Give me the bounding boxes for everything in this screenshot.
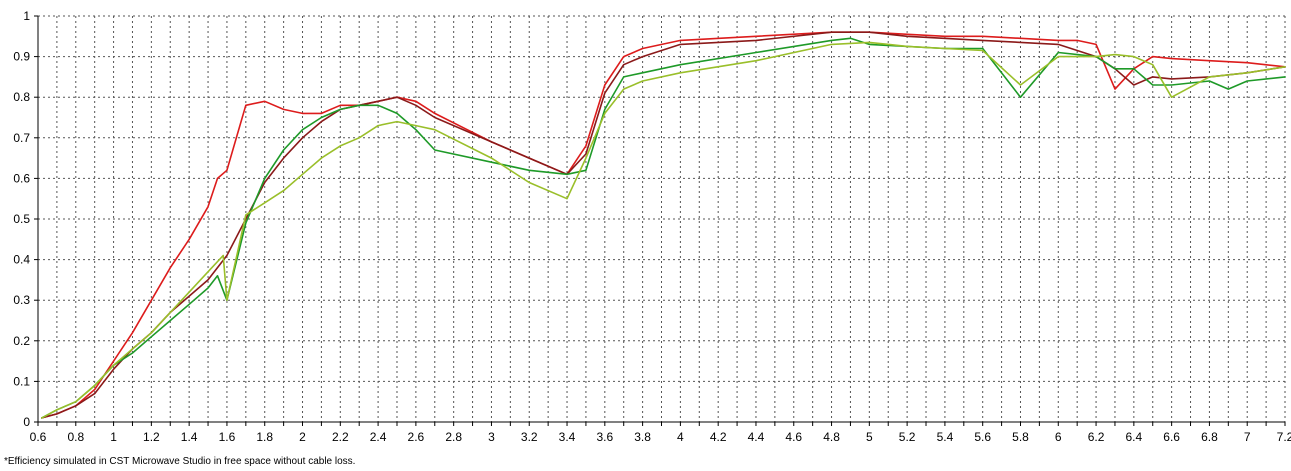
y-tick-label: 0.3 (13, 293, 30, 307)
x-tick-label: 0.6 (30, 430, 47, 444)
x-tick-label: 4.4 (748, 430, 765, 444)
y-tick-label: 0.8 (13, 90, 30, 104)
y-tick-label: 0.2 (13, 334, 30, 348)
x-tick-label: 6.4 (1126, 430, 1143, 444)
x-tick-label: 3.8 (634, 430, 651, 444)
x-tick-label: 1.8 (256, 430, 273, 444)
y-tick-label: 1 (23, 9, 30, 23)
x-tick-label: 4.6 (785, 430, 802, 444)
y-tick-label: 0 (23, 415, 30, 429)
y-axis-tick-labels: 0 0.1 0.2 0.3 0.4 0.5 0.6 0.7 0.8 0.9 1 (13, 9, 30, 429)
x-tick-label: 5.4 (937, 430, 954, 444)
chart-axes (34, 15, 1286, 426)
y-tick-label: 0.4 (13, 253, 30, 267)
x-tick-label: 6.8 (1201, 430, 1218, 444)
y-tick-label: 0.6 (13, 171, 30, 185)
x-tick-label: 2.2 (332, 430, 349, 444)
x-tick-label: 2.8 (445, 430, 462, 444)
x-axis-tick-labels: 0.6 0.8 1 1.2 1.4 1.6 1.8 2 2.2 2.4 2.6 2.8 3 3.2 3.4 3… (30, 430, 1291, 444)
x-tick-label: 5.6 (974, 430, 991, 444)
x-tick-label: 7.2 (1277, 430, 1291, 444)
x-tick-label: 3.4 (559, 430, 576, 444)
series-line-3 (41, 37, 1286, 419)
x-tick-label: 3.6 (596, 430, 613, 444)
series-line-1 (41, 31, 1286, 419)
x-tick-label: 4 (677, 430, 684, 444)
x-tick-label: 5 (866, 430, 873, 444)
x-tick-label: 4.2 (710, 430, 727, 444)
x-tick-label: 6.6 (1163, 430, 1180, 444)
x-tick-label: 5.8 (1012, 430, 1029, 444)
x-tick-label: 6 (1055, 430, 1062, 444)
x-tick-label: 2.6 (408, 430, 425, 444)
y-tick-label: 0.5 (13, 212, 30, 226)
y-tick-label: 0.7 (13, 131, 30, 145)
efficiency-line-chart: 0.6 0.8 1 1.2 1.4 1.6 1.8 2 2.2 2.4 2.6 2.8 3 3.2 3.4 3… (13, 9, 1291, 444)
series-line-2 (41, 31, 1286, 419)
x-tick-label: 5.2 (899, 430, 916, 444)
series-line-4 (41, 41, 1286, 419)
x-tick-label: 4.8 (823, 430, 840, 444)
x-tick-label: 0.8 (67, 430, 84, 444)
y-tick-label: 0.1 (13, 374, 30, 388)
chart-series (41, 31, 1286, 419)
x-tick-label: 2.4 (370, 430, 387, 444)
x-tick-label: 1.2 (143, 430, 160, 444)
x-tick-label: 6.2 (1088, 430, 1105, 444)
y-tick-label: 0.9 (13, 50, 30, 64)
x-tick-label: 2 (299, 430, 306, 444)
chart-footnote: *Efficiency simulated in CST Microwave S… (4, 456, 356, 467)
x-tick-label: 3.2 (521, 430, 538, 444)
x-tick-label: 1.6 (219, 430, 236, 444)
x-tick-label: 3 (488, 430, 495, 444)
x-tick-label: 1.4 (181, 430, 198, 444)
x-tick-label: 7 (1244, 430, 1251, 444)
x-tick-label: 1 (110, 430, 117, 444)
